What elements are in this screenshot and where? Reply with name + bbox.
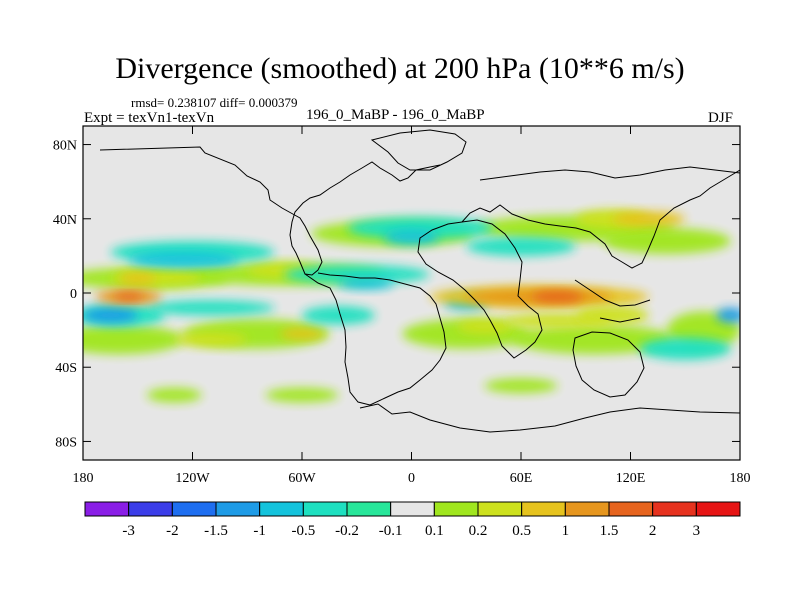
colorbar-swatch (652, 501, 697, 517)
field-contour (128, 252, 239, 267)
colorbar-swatch (564, 501, 610, 517)
colorbar-label: -1 (253, 523, 266, 539)
colorbar-label: -1.5 (204, 523, 228, 539)
experiment-label: Expt = texVn1-texVn (84, 110, 215, 126)
colorbar-swatch (608, 501, 654, 517)
field-contour (575, 306, 649, 325)
coastline-australia (572, 331, 645, 398)
colorbar-label: 0.2 (469, 523, 488, 539)
y-tick-label: 80N (53, 139, 77, 154)
colorbar-swatch (215, 501, 261, 517)
colorbar-label: -2 (166, 523, 179, 539)
colorbar-swatch (390, 501, 435, 517)
longitude-axis: 180 120W 60W 0 60E 120E 180 (73, 126, 751, 486)
colorbar-label: -0.1 (379, 523, 403, 539)
field-contour (384, 229, 439, 245)
field-contour (603, 228, 731, 254)
y-tick-label: 40N (53, 213, 77, 228)
colorbar-label: 2 (649, 523, 657, 539)
coastline-greenland (370, 129, 467, 171)
field-contour (466, 237, 576, 256)
y-tick-label: 0 (70, 287, 77, 302)
coastline-south-america (304, 272, 447, 406)
field-contour (283, 265, 430, 284)
y-tick-label: 80S (55, 435, 77, 450)
season-label: DJF (708, 110, 734, 126)
colorbar-label: 0.1 (425, 523, 444, 539)
colorbar-swatch (433, 501, 479, 517)
field-layer (83, 209, 740, 403)
x-tick-label: 180 (730, 471, 751, 486)
field-contour (146, 300, 275, 316)
colorbar-swatch (521, 501, 566, 517)
colorbar: -3 -2 -1.5 -1 -0.5 -0.2 -0.1 0.1 0.2 0.5 1 1.5 2 3 (84, 501, 741, 539)
colorbar-label: -3 (122, 523, 135, 539)
colorbar-swatch (84, 501, 130, 517)
chart-title: Divergence (smoothed) at 200 hPa (10**6 … (115, 52, 685, 85)
colorbar-swatch (346, 501, 392, 517)
field-contour (639, 337, 731, 360)
x-tick-label: 180 (73, 471, 94, 486)
field-contour (716, 307, 740, 323)
field-contour (146, 387, 202, 403)
coastline-africa (417, 219, 543, 359)
latitude-axis: 80N 40N 0 40S 80S (53, 139, 740, 450)
colorbar-swatch (128, 501, 173, 517)
coastline-arctic-eurasia (479, 166, 740, 181)
field-contour (457, 319, 512, 334)
x-tick-label: 120E (616, 471, 646, 486)
field-contour (265, 387, 339, 403)
coastline-eurasia (461, 169, 740, 269)
field-contour (531, 291, 584, 303)
stats-text: rmsd= 0.238107 diff= 0.000379 (131, 95, 298, 110)
field-contour (338, 278, 394, 290)
field-contour (280, 328, 324, 340)
colorbar-swatch (477, 501, 523, 517)
case-label: 196_0_MaBP - 196_0_MaBP (306, 107, 485, 123)
colorbar-swatch (695, 501, 741, 517)
field-contour (119, 272, 157, 284)
x-tick-label: 60E (510, 471, 533, 486)
y-tick-label: 40S (55, 361, 77, 376)
x-tick-label: 0 (408, 471, 415, 486)
x-tick-label: 60W (288, 471, 316, 486)
coastline-antarctica (359, 403, 740, 433)
colorbar-label: 3 (693, 523, 701, 539)
colorbar-swatch (302, 501, 348, 517)
field-contour (302, 306, 375, 325)
field-contour (83, 324, 184, 355)
field-contour (83, 307, 138, 323)
colorbar-swatch (171, 501, 217, 517)
colorbar-label: -0.2 (335, 523, 359, 539)
colorbar-label: 0.5 (512, 523, 531, 539)
coastline-maritime-continent (574, 279, 651, 323)
coastline-north-america (99, 146, 441, 276)
x-tick-label: 120W (175, 471, 210, 486)
field-contour (114, 293, 144, 301)
coastline-layer (99, 129, 740, 433)
field-contour (612, 211, 686, 227)
colorbar-label: -0.5 (291, 523, 315, 539)
colorbar-label: 1.5 (600, 523, 619, 539)
colorbar-label: 1 (562, 523, 570, 539)
colorbar-swatch (259, 501, 304, 517)
field-contour (484, 378, 558, 394)
field-contour (174, 332, 248, 347)
